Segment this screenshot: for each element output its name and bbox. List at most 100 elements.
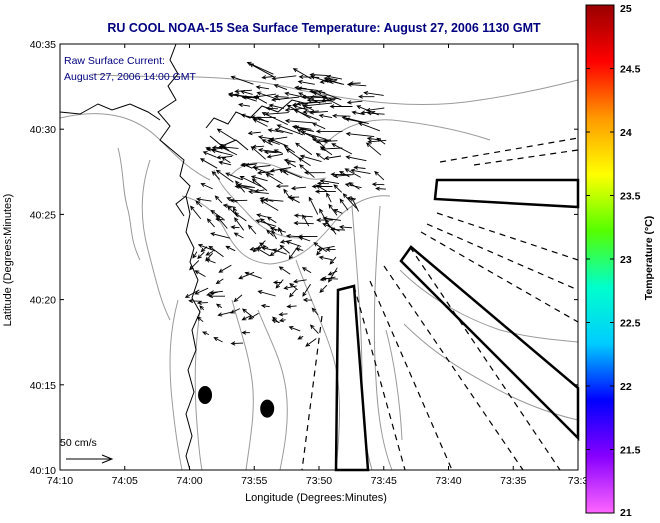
current-arrow: [199, 158, 218, 169]
current-arrow: [345, 155, 367, 162]
current-arrow: [346, 100, 363, 105]
current-arrow: [197, 243, 216, 252]
current-arrow: [256, 91, 281, 101]
current-arrow: [330, 172, 351, 177]
current-arrow: [325, 247, 336, 252]
current-arrow: [292, 68, 312, 80]
current-arrow: [311, 307, 319, 316]
current-arrow: [316, 181, 330, 186]
current-arrow: [250, 175, 268, 182]
current-arrow: [286, 304, 297, 309]
x-tick-label: 73:40: [435, 475, 461, 487]
colorbar-gradient: [585, 4, 615, 514]
current-arrow: [215, 303, 223, 309]
current-arrow: [311, 184, 333, 189]
current-arrow: [351, 196, 360, 212]
coastline: [59, 43, 309, 471]
current-arrow: [327, 78, 343, 85]
current-arrow: [353, 165, 366, 170]
current-arrow: [215, 214, 228, 229]
current-arrow: [327, 270, 338, 276]
current-arrow: [233, 232, 244, 239]
current-arrow: [206, 218, 215, 228]
current-arrow: [205, 252, 213, 262]
current-arrow: [318, 255, 333, 261]
current-arrow: [328, 203, 338, 216]
colorbar-tick-label: 21.5: [620, 445, 641, 457]
current-arrow: [294, 85, 307, 90]
current-arrow: [273, 84, 288, 91]
current-arrow: [350, 168, 371, 175]
current-arrow: [199, 305, 205, 311]
coastline-segment: [157, 43, 179, 151]
current-arrow: [248, 312, 259, 320]
current-arrow: [273, 94, 289, 99]
current-vectors: [184, 61, 387, 347]
current-arrow: [339, 198, 349, 211]
current-arrow: [194, 270, 206, 277]
colorbar-tick-label: 23: [620, 254, 632, 266]
current-arrow: [299, 127, 314, 132]
current-arrow: [192, 251, 198, 259]
chart-title: RU COOL NOAA-15 Sea Surface Temperature:…: [107, 21, 541, 35]
current-arrow: [319, 178, 340, 185]
y-tick-label: 40:20: [30, 295, 56, 307]
current-arrow: [313, 242, 327, 253]
current-arrow: [184, 289, 200, 298]
current-arrow: [248, 189, 269, 195]
coverage-ray: [409, 246, 561, 471]
y-tick-label: 40:35: [30, 39, 56, 51]
contour-line: [399, 269, 579, 343]
current-arrow: [308, 196, 319, 215]
colorbar-label: Temperature (°C): [643, 216, 655, 301]
current-arrow: [260, 303, 270, 309]
coverage-polygon: [399, 245, 580, 442]
current-arrow: [310, 75, 334, 84]
current-arrow: [314, 189, 336, 194]
current-arrow: [341, 115, 369, 125]
current-arrow: [278, 226, 283, 236]
current-arrow: [225, 245, 236, 252]
current-arrow: [257, 290, 276, 297]
current-arrow: [196, 316, 204, 323]
current-arrow: [278, 168, 289, 176]
current-arrow: [302, 297, 313, 303]
current-arrow: [236, 184, 256, 192]
current-arrow: [215, 217, 225, 222]
x-tick-label: 74:10: [47, 475, 73, 487]
current-arrow: [309, 95, 339, 100]
current-arrow: [269, 247, 282, 257]
current-arrow: [309, 110, 328, 115]
current-arrow: [229, 198, 248, 203]
current-arrow: [265, 106, 279, 111]
x-tick-label: 73:50: [306, 475, 332, 487]
x-tick-label: 74:00: [176, 475, 202, 487]
x-axis-label: Longitude (Degrees:Minutes): [245, 492, 387, 504]
current-arrow: [257, 147, 282, 153]
current-arrow: [331, 143, 353, 155]
current-arrow: [293, 220, 314, 226]
current-arrow: [200, 183, 213, 190]
y-tick-label: 40:10: [30, 465, 56, 477]
current-arrow: [326, 192, 332, 203]
current-arrow: [288, 326, 301, 332]
current-arrow: [371, 182, 385, 187]
contour-line: [295, 259, 340, 471]
current-arrow: [315, 129, 343, 134]
current-arrow: [218, 160, 232, 166]
current-arrow: [250, 146, 266, 160]
current-arrow: [316, 217, 333, 223]
current-arrow: [338, 224, 353, 230]
current-arrow: [205, 251, 214, 256]
current-arrow: [269, 226, 287, 233]
colorbar-tick-label: 23.5: [620, 191, 641, 203]
current-arrow: [271, 229, 277, 240]
bathymetry-contours: [59, 73, 579, 471]
current-arrow: [210, 209, 224, 220]
y-tick-label: 40:15: [30, 380, 56, 392]
current-arrow: [241, 315, 252, 321]
current-arrow: [266, 216, 277, 224]
current-arrow: [247, 130, 261, 136]
current-arrow: [259, 197, 274, 202]
current-arrow: [202, 331, 210, 336]
